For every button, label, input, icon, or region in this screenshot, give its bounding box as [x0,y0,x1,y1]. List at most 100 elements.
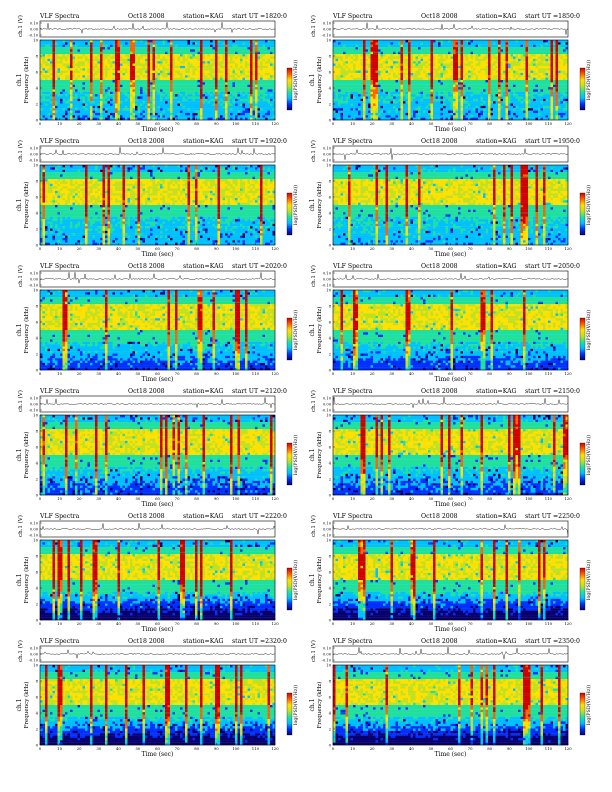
spectrogram-cell [55,101,58,104]
spectrogram-cell [170,59,173,62]
spectrogram-cell [75,47,78,50]
spectrogram-cell [125,104,128,107]
spectrogram-cell [245,85,248,88]
spectrogram-cell [215,89,218,92]
spectrogram-cell [170,49,173,52]
spectrogram-cell [228,75,231,78]
spectrogram-cell [168,111,171,114]
spectrogram-cell [70,47,73,50]
spectrogram-cell [258,104,261,107]
spectrogram-cell [346,45,349,48]
spectrogram-cell [170,94,173,97]
spectrogram-cell [108,75,111,78]
spectrogram-cell [88,94,91,97]
spectrogram-cell [68,94,71,97]
spectrogram-cell [150,45,153,48]
spectrogram-cell [336,101,339,104]
spectrogram-cell [145,54,148,57]
spectrogram-cell [125,71,128,74]
spectrogram-cell [148,94,151,97]
spectrogram-cell [193,71,196,74]
spectrogram-cell [63,99,66,102]
spectrogram-cell [223,73,226,76]
spectrogram-cell [190,89,193,92]
spectrogram-cell [58,54,61,57]
spectrogram-cell [338,80,341,83]
spectrogram-cell [60,80,63,83]
spectrogram-cell [263,87,266,90]
spectrogram-cell [238,56,241,59]
panel-start-ut: =1850:0 [553,13,580,20]
spectrogram-cell [50,61,53,64]
spectrogram-cell [78,78,81,81]
spectrogram-cell [140,92,143,95]
spectrogram-cell [98,45,101,48]
spectrogram-cell [45,71,48,74]
spectrogram-cell [263,85,266,88]
spectrogram-cell [243,75,246,78]
spectrogram-cell [218,75,221,78]
spectrogram-cell [120,64,123,67]
spectrogram-cell [205,68,208,71]
spectrogram-cell [58,104,61,107]
spectrogram-cell [40,40,43,43]
spectrogram-cell [48,115,51,118]
spectrogram-cell [155,89,158,92]
spectrogram-cell [228,45,231,48]
spectrogram-cell [220,54,223,57]
spectrogram-cell [346,59,349,62]
spectrogram-cell [118,104,121,107]
spectrogram-cell [258,68,261,71]
spectrogram-cell [123,106,126,109]
spectrogram-cell [60,73,63,76]
spectrogram-cell [83,66,86,69]
spectrogram-cell [153,54,156,57]
spectrogram-cell [68,64,71,67]
spectrogram-cell [213,94,216,97]
spectrogram-cell [145,42,148,45]
spectrogram-cell [105,56,108,59]
spectrogram-cell [213,68,216,71]
spectrogram-cell [185,101,188,104]
spectrogram-cell [135,59,138,62]
spectrogram-cell [73,71,76,74]
spectrogram-cell [150,78,153,81]
spectrogram-cell [108,115,111,118]
spectrogram-cell [93,85,96,88]
spectrogram-cell [338,66,341,69]
spectrogram-cell [173,111,176,114]
spectrogram-cell [103,64,106,67]
spectrogram-cell [233,59,236,62]
spectrogram-cell [123,94,126,97]
spectrogram [40,40,275,120]
spectrogram-cell [78,56,81,59]
spectrogram-cell [253,89,256,92]
spectrogram-cell [98,113,101,116]
spectrogram-cell [230,89,233,92]
spectrogram-cell [60,89,63,92]
spectrogram-cell [48,85,51,88]
spectrogram-cell [170,80,173,83]
spectrogram-cell [170,47,173,50]
spectrogram-cell [265,108,268,111]
spectrogram-cell [248,82,251,85]
spectrogram-cell [173,89,176,92]
spectrogram-cell [243,45,246,48]
spectrogram-cell [333,42,336,45]
spectrogram-cell [255,80,258,83]
spectrogram-cell [123,59,126,62]
spectrogram-cell [270,104,273,107]
spectrogram-cell [108,66,111,69]
spectrogram-cell [105,61,108,64]
spectrogram-cell [258,54,261,57]
spectrogram-cell [341,47,344,50]
spectrogram-cell [255,106,258,109]
spectrogram-cell [165,104,168,107]
spectrogram-cell [220,115,223,118]
spectrogram-cell [213,61,216,64]
spectrogram-cell [53,89,56,92]
spectrogram-cell [158,75,161,78]
spectrogram-cell [98,66,101,69]
spectrogram-cell [70,49,73,52]
spectrogram-cell [215,82,218,85]
